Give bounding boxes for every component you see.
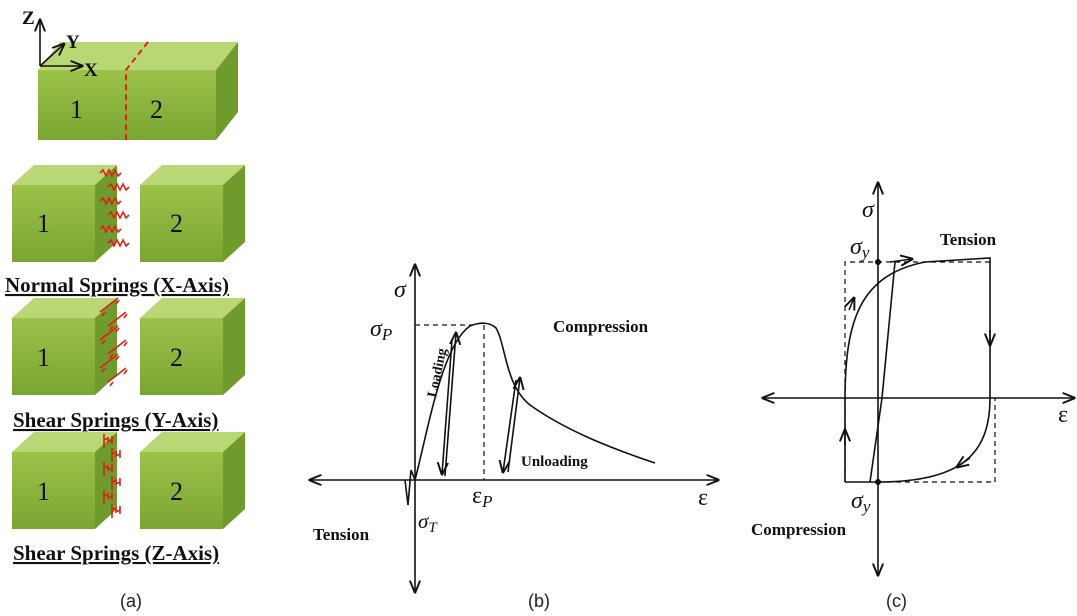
axis-title: ε (1058, 402, 1068, 428)
axis-title: σ (862, 197, 875, 223)
region-label: Tension (313, 525, 370, 544)
peak-stress: σP (370, 316, 392, 344)
combined-block (38, 42, 238, 140)
subscript: P (481, 492, 492, 511)
symbol: ε (472, 483, 482, 509)
panel-label: (c) (886, 591, 907, 611)
subscript: y (860, 243, 870, 262)
panel-b-plot (310, 265, 718, 592)
cube-front (12, 452, 95, 529)
block-number: 1 (37, 477, 50, 506)
yield-stress: σy (850, 234, 870, 262)
cube-front (12, 185, 95, 262)
axis-z: Z (22, 8, 35, 29)
axis-title: ε (698, 485, 708, 511)
panel-c-plot (763, 183, 1074, 575)
axis-x: X (84, 60, 98, 81)
caption: Shear Springs (Z-Axis) (13, 541, 219, 565)
region-label: Compression (553, 317, 649, 336)
axis-y: Y (66, 32, 80, 53)
figure: Z Y X 1 2 1 2 1 2 1 2 Normal Springs (X-… (0, 0, 1077, 616)
panel-label: (b) (528, 591, 550, 611)
block-number: 2 (170, 477, 183, 506)
subscript: P (381, 325, 392, 344)
subscript: y (861, 497, 871, 516)
axis-title: σ (394, 277, 407, 303)
subscript: T (428, 520, 438, 536)
region-label: Compression (751, 520, 847, 539)
loading-label: Loading (425, 347, 450, 399)
caption: Normal Springs (X-Axis) (5, 273, 229, 297)
caption: Shear Springs (Y-Axis) (13, 408, 218, 432)
block-number: 2 (150, 95, 163, 124)
panel-label: (a) (120, 591, 142, 611)
block-number: 1 (37, 343, 50, 372)
cube-front (12, 318, 95, 395)
block-number: 1 (70, 95, 83, 124)
unloading-label: Unloading (521, 454, 588, 470)
yield-stress: σy (851, 488, 871, 516)
tension-stress: σT (418, 509, 438, 536)
block-number: 2 (170, 343, 183, 372)
block-number: 1 (37, 209, 50, 238)
peak-strain: εP (472, 483, 492, 511)
block-number: 2 (170, 209, 183, 238)
region-label: Tension (940, 230, 997, 249)
